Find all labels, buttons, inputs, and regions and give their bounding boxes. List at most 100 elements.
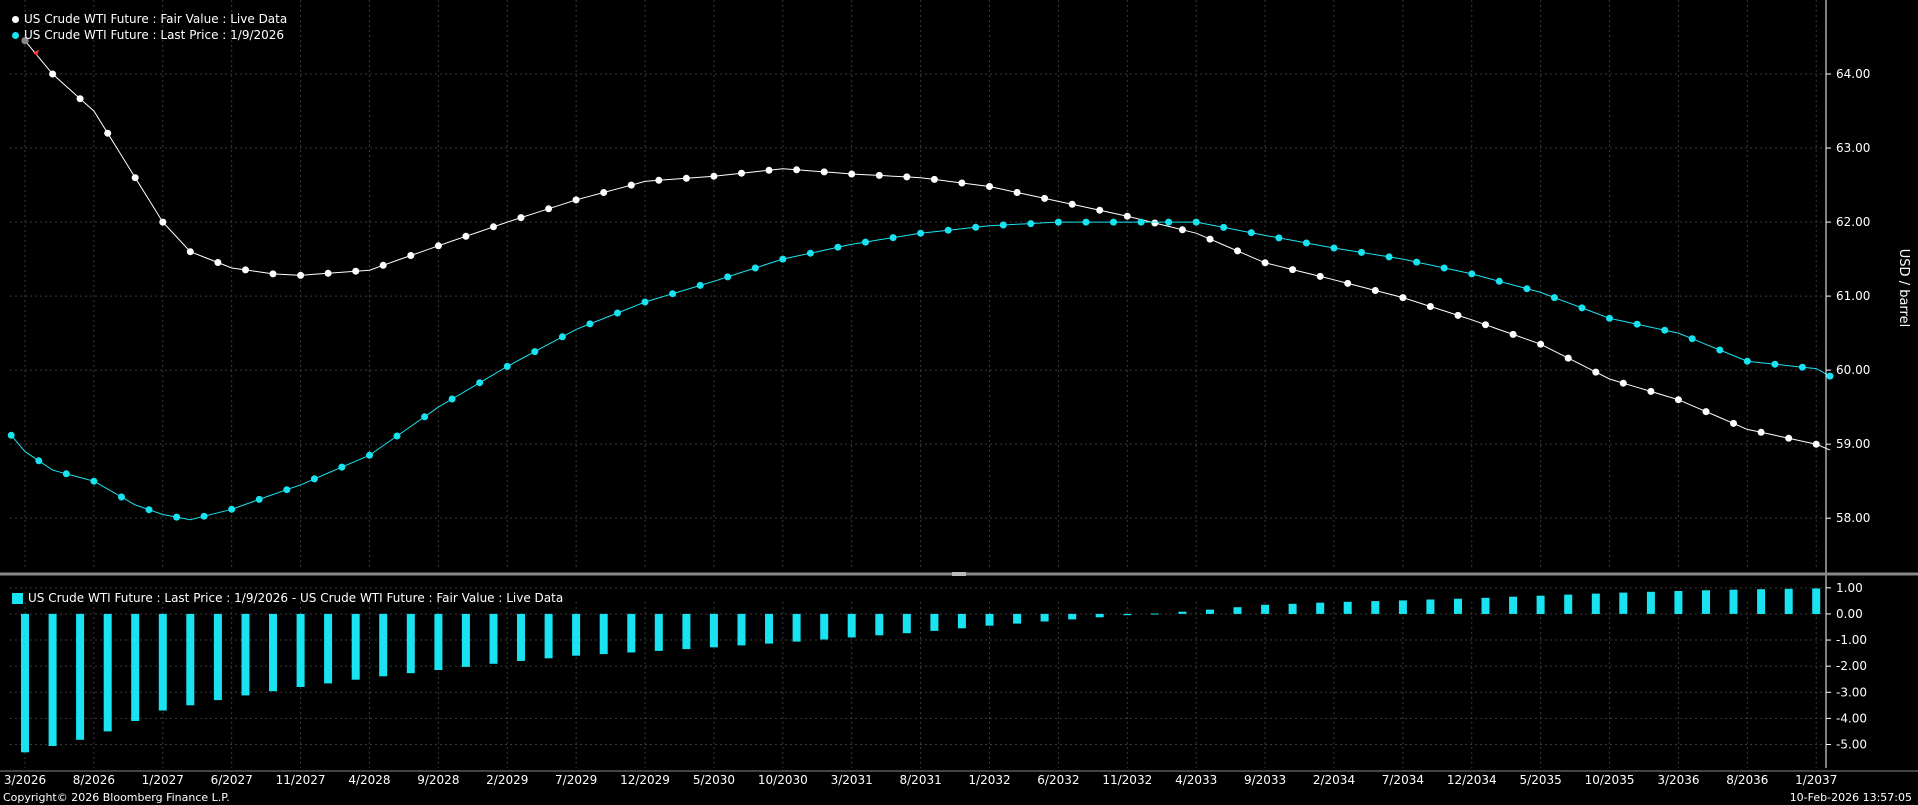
- point-fair-value: [682, 174, 690, 182]
- y-tick-label-bottom: -1.00: [1836, 633, 1867, 647]
- point-last-price: [862, 238, 869, 246]
- x-tick-label: 11/2027: [276, 773, 326, 787]
- spread-bar: [1261, 604, 1270, 614]
- point-last-price: [1358, 248, 1365, 256]
- spread-bar: [599, 613, 608, 655]
- point-last-price: [393, 432, 401, 440]
- point-last-price: [1688, 335, 1696, 343]
- point-fair-value: [903, 173, 911, 181]
- point-last-price: [1743, 357, 1751, 365]
- y-axis-label: USD / barrel: [1896, 249, 1911, 327]
- spread-bar: [213, 613, 222, 701]
- point-fair-value: [76, 95, 84, 103]
- point-last-price: [1385, 253, 1393, 261]
- point-fair-value: [738, 169, 745, 177]
- point-last-price: [1440, 264, 1448, 272]
- point-fair-value: [1013, 189, 1021, 196]
- x-tick-label: 4/2028: [348, 773, 390, 787]
- point-last-price: [1192, 218, 1200, 226]
- point-last-price: [1661, 326, 1669, 334]
- point-last-price: [1082, 218, 1090, 226]
- point-fair-value: [958, 179, 966, 187]
- grid-layer: [10, 0, 1822, 768]
- legend-item-fair-value[interactable]: US Crude WTI Future : Fair Value : Live …: [12, 11, 287, 27]
- point-fair-value: [627, 181, 635, 189]
- spread-bar: [1426, 599, 1435, 614]
- point-fair-value: [159, 218, 167, 226]
- point-last-price: [1798, 363, 1806, 371]
- spread-bar: [847, 613, 856, 638]
- point-fair-value: [1426, 303, 1434, 310]
- legend-item-last-price[interactable]: US Crude WTI Future : Last Price : 1/9/2…: [12, 27, 287, 43]
- point-last-price: [283, 486, 291, 494]
- spread-bar: [1288, 603, 1297, 614]
- point-last-price: [1550, 294, 1558, 302]
- point-last-price: [834, 243, 842, 251]
- point-last-price: [641, 298, 649, 306]
- x-tick-label: 2/2029: [486, 773, 528, 787]
- x-tick-label: 12/2034: [1447, 773, 1497, 787]
- point-fair-value: [407, 252, 415, 259]
- x-tick-label: 12/2029: [620, 773, 670, 787]
- spread-bar: [1068, 613, 1077, 620]
- y-tick-label-bottom: -3.00: [1836, 685, 1867, 699]
- timestamp-text: 10-Feb-2026 13:57:05: [1789, 791, 1912, 804]
- x-tick-label: 9/2033: [1244, 773, 1286, 787]
- point-fair-value: [1647, 387, 1655, 395]
- point-fair-value: [820, 168, 828, 176]
- spread-bar: [406, 613, 415, 674]
- x-tick-label: 10/2035: [1585, 773, 1635, 787]
- legend-item-spread[interactable]: US Crude WTI Future : Last Price : 1/9/2…: [12, 590, 563, 606]
- point-fair-value: [1564, 354, 1572, 362]
- point-last-price: [1220, 223, 1228, 231]
- legend-label-spread: US Crude WTI Future : Last Price : 1/9/2…: [28, 591, 564, 605]
- point-fair-value: [324, 269, 332, 277]
- spread-bar: [489, 613, 498, 664]
- x-tick-label: 4/2033: [1175, 773, 1217, 787]
- x-tick-label: 1/2027: [142, 773, 184, 787]
- y-tick-label-bottom: 0.00: [1836, 607, 1863, 621]
- spread-bar: [1454, 598, 1462, 614]
- point-last-price: [751, 264, 759, 272]
- point-last-price: [1330, 244, 1338, 252]
- spread-bar: [627, 613, 636, 653]
- point-fair-value: [297, 271, 305, 279]
- point-fair-value: [1730, 419, 1737, 427]
- point-last-price: [1247, 229, 1255, 237]
- point-last-price: [448, 395, 456, 403]
- spread-bar: [1371, 601, 1380, 614]
- point-last-price: [806, 249, 814, 257]
- bottom-legend: US Crude WTI Future : Last Price : 1/9/2…: [12, 590, 563, 606]
- spread-bar: [131, 613, 140, 721]
- point-fair-value: [434, 242, 442, 250]
- spread-bar: [875, 613, 884, 636]
- point-fair-value: [545, 205, 553, 213]
- x-tick-label: 9/2028: [417, 773, 459, 787]
- spread-bar: [517, 613, 525, 661]
- point-fair-value: [104, 129, 112, 137]
- x-tick-label: 3/2031: [831, 773, 873, 787]
- point-last-price: [338, 463, 346, 471]
- spread-bar: [1536, 595, 1545, 614]
- point-fair-value: [655, 176, 663, 184]
- point-last-price: [724, 273, 732, 281]
- x-tick-label: 3/2026: [4, 773, 46, 787]
- spread-bar: [930, 613, 939, 631]
- point-fair-value: [1068, 200, 1076, 208]
- point-last-price: [1165, 218, 1173, 226]
- spread-bar: [1646, 591, 1655, 614]
- point-last-price: [1137, 218, 1145, 226]
- point-fair-value: [1399, 294, 1407, 302]
- y-tick-label-bottom: -5.00: [1836, 738, 1867, 752]
- spread-bar: [820, 613, 829, 640]
- spread-bar: [1150, 613, 1159, 615]
- point-last-price: [889, 234, 897, 242]
- x-tick-label: 11/2032: [1102, 773, 1152, 787]
- top-legend: US Crude WTI Future : Fair Value : Live …: [12, 11, 287, 43]
- x-tick-label: 5/2030: [693, 773, 735, 787]
- point-fair-value: [793, 166, 801, 174]
- x-tick-label: 8/2026: [73, 773, 115, 787]
- point-fair-value: [1509, 330, 1517, 338]
- point-last-price: [1413, 258, 1421, 266]
